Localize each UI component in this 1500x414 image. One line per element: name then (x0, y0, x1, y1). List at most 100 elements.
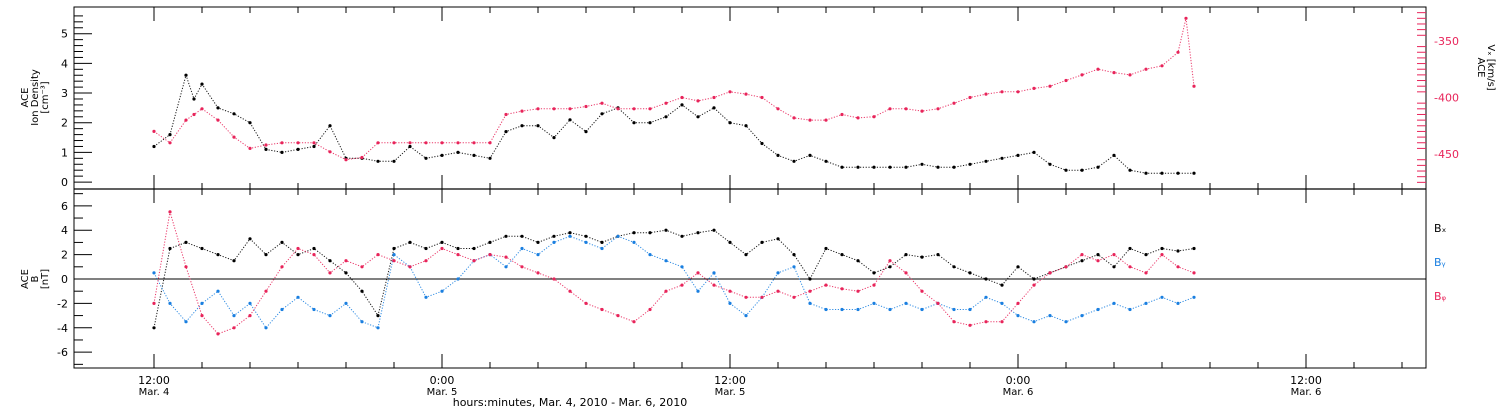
data-point (232, 259, 236, 263)
y-tick-label: -2 (57, 297, 68, 310)
data-point (1000, 90, 1004, 94)
data-point (696, 271, 700, 275)
data-point (264, 143, 268, 147)
data-point (904, 253, 908, 257)
data-point (472, 141, 476, 145)
data-point (1128, 168, 1132, 172)
data-point (1112, 71, 1116, 75)
data-point (312, 253, 316, 257)
top-panel-data (152, 16, 1196, 175)
data-point (616, 107, 620, 111)
data-point (936, 301, 940, 305)
data-point (632, 121, 636, 125)
data-point (984, 92, 988, 96)
data-point (664, 228, 668, 232)
data-point (312, 246, 316, 251)
data-point (520, 265, 524, 269)
data-point (920, 109, 924, 113)
data-point (248, 301, 252, 305)
data-point (1160, 295, 1164, 299)
data-point (712, 106, 716, 110)
data-point (424, 141, 428, 145)
data-point (568, 234, 572, 238)
data-point (200, 246, 204, 251)
data-point (456, 141, 460, 145)
y-label-line: ACE (20, 269, 31, 289)
data-point (1192, 84, 1196, 88)
data-point (192, 97, 196, 101)
data-point (200, 107, 204, 111)
data-point (456, 246, 460, 251)
data-point (808, 289, 812, 293)
data-point (328, 259, 332, 263)
data-point (392, 141, 396, 145)
data-point (168, 141, 172, 145)
data-point (1032, 86, 1036, 90)
data-point (440, 246, 444, 251)
data-point (1096, 259, 1100, 263)
data-point (840, 287, 844, 291)
y-tick-label: 5 (61, 28, 68, 41)
data-point (232, 314, 236, 318)
data-point (696, 231, 700, 235)
data-point (1144, 67, 1148, 71)
data-point (440, 289, 444, 293)
data-point (920, 162, 924, 166)
data-point (616, 314, 620, 318)
data-point (824, 307, 828, 312)
data-point (824, 283, 828, 287)
data-point (1160, 64, 1164, 68)
y-tick-label: 4 (61, 57, 68, 70)
data-point (360, 289, 364, 293)
y2-tick-label: -350 (1434, 35, 1459, 48)
data-point (504, 265, 508, 269)
data-point (488, 141, 492, 145)
top-panel-axes: 0 1 2 3 4 5 -350 -400 -450 (61, 12, 1459, 189)
data-point (1016, 314, 1020, 318)
data-point (808, 301, 812, 305)
data-point (328, 314, 332, 318)
y-label-line: ACE (20, 88, 31, 108)
data-point (216, 106, 220, 110)
data-point (904, 107, 908, 111)
data-point (1048, 84, 1052, 88)
data-point (648, 107, 652, 111)
data-point (632, 320, 636, 324)
data-point (920, 255, 924, 259)
data-point (424, 156, 428, 160)
data-point (872, 271, 876, 275)
y-label-line: [nT] (40, 269, 51, 289)
data-point (1176, 249, 1180, 253)
data-point (840, 307, 844, 312)
series-trace (153, 229, 1195, 328)
data-point (824, 118, 828, 122)
y-label-line: B (30, 275, 41, 282)
data-point (760, 95, 764, 100)
data-point (184, 265, 188, 269)
data-point (312, 307, 316, 312)
y-tick-label: 2 (61, 249, 68, 262)
data-point (680, 265, 684, 269)
x-tick-date: Mar. 4 (139, 387, 170, 398)
legend-2: Bᵩ (1434, 290, 1447, 303)
data-point (888, 107, 892, 111)
data-point (552, 277, 556, 281)
data-point (184, 118, 188, 122)
plot-frame (73, 6, 1427, 369)
data-point (152, 301, 156, 305)
data-point (568, 118, 572, 122)
data-point (184, 73, 188, 77)
x-tick-time: 0:00 (1006, 374, 1031, 387)
data-point (536, 253, 540, 257)
data-point (840, 253, 844, 257)
data-point (600, 240, 604, 244)
data-point (280, 240, 284, 244)
data-point (600, 101, 604, 105)
data-point (776, 289, 780, 293)
series-trace (153, 73, 1194, 174)
data-point (1032, 283, 1036, 287)
data-point (616, 234, 620, 238)
data-point (152, 144, 156, 149)
data-point (792, 116, 796, 120)
data-point (872, 283, 876, 287)
